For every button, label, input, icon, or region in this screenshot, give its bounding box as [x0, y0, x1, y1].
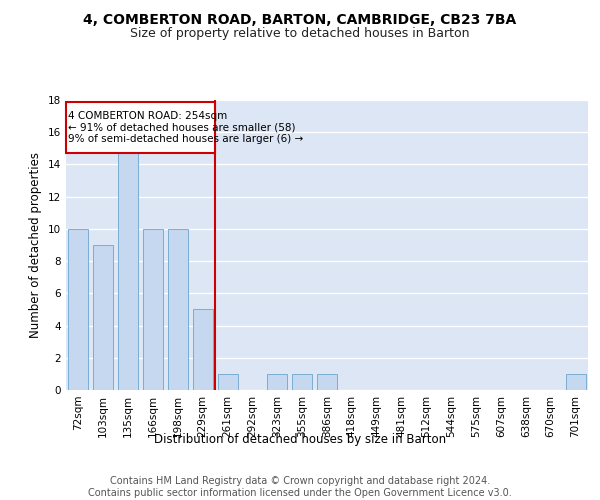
Bar — [193, 310, 212, 390]
Bar — [68, 229, 88, 390]
Text: 4, COMBERTON ROAD, BARTON, CAMBRIDGE, CB23 7BA: 4, COMBERTON ROAD, BARTON, CAMBRIDGE, CB… — [83, 12, 517, 26]
Y-axis label: Number of detached properties: Number of detached properties — [29, 152, 43, 338]
Bar — [94, 245, 113, 390]
Text: 4 COMBERTON ROAD: 254sqm
← 91% of detached houses are smaller (58)
9% of semi-de: 4 COMBERTON ROAD: 254sqm ← 91% of detach… — [68, 111, 304, 144]
Bar — [566, 374, 586, 390]
Bar — [143, 229, 163, 390]
Text: Distribution of detached houses by size in Barton: Distribution of detached houses by size … — [154, 432, 446, 446]
Text: Contains HM Land Registry data © Crown copyright and database right 2024.
Contai: Contains HM Land Registry data © Crown c… — [88, 476, 512, 498]
Bar — [268, 374, 287, 390]
Bar — [118, 148, 138, 390]
Bar — [317, 374, 337, 390]
Bar — [292, 374, 312, 390]
Bar — [168, 229, 188, 390]
Bar — [218, 374, 238, 390]
Text: Size of property relative to detached houses in Barton: Size of property relative to detached ho… — [130, 28, 470, 40]
FancyBboxPatch shape — [66, 102, 215, 153]
